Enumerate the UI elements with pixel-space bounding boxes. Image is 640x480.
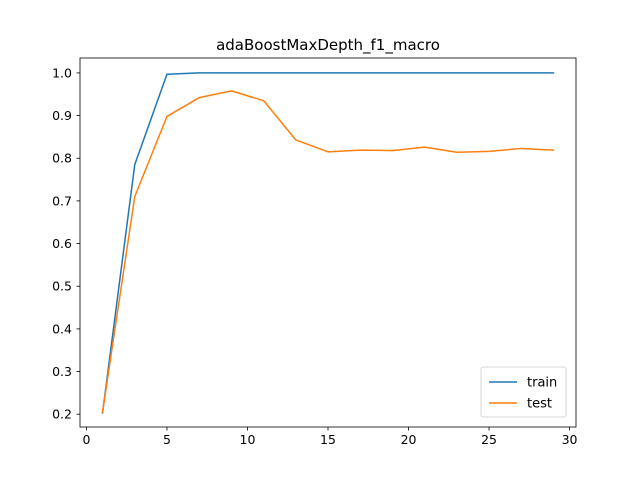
- y-tick-label: 0.9: [52, 108, 72, 123]
- plot-area: 0 5 10 15 20 25 30 0.2 0.3 0.4 0.5 0.6 0.7 0.8 0.9 1.0 t…: [52, 57, 578, 447]
- y-tick-label: 0.5: [52, 279, 72, 294]
- y-tick-label: 0.2: [52, 407, 72, 422]
- legend-label-train: train: [527, 376, 557, 391]
- chart-title: adaBoostMaxDepth_f1_macro: [216, 36, 440, 55]
- y-tick-label: 0.8: [52, 151, 72, 166]
- x-tick-label: 15: [320, 432, 336, 447]
- series-line-test: [101, 90, 555, 413]
- series-line-train: [101, 72, 555, 414]
- y-tick-label: 0.3: [52, 364, 72, 379]
- x-tick-label: 25: [481, 432, 497, 447]
- legend-label-test: test: [527, 397, 552, 412]
- x-tick-label: 10: [240, 432, 256, 447]
- x-tick-label: 5: [163, 432, 171, 447]
- legend-box: [480, 366, 567, 418]
- x-tick-label: 30: [562, 432, 578, 447]
- y-tick-label: 0.6: [52, 236, 72, 251]
- x-tick-label: 20: [401, 432, 417, 447]
- y-tick-label: 1.0: [52, 65, 72, 80]
- y-tick-label: 0.4: [52, 321, 72, 336]
- y-tick-label: 0.7: [52, 193, 72, 208]
- x-tick-label: 0: [82, 432, 90, 447]
